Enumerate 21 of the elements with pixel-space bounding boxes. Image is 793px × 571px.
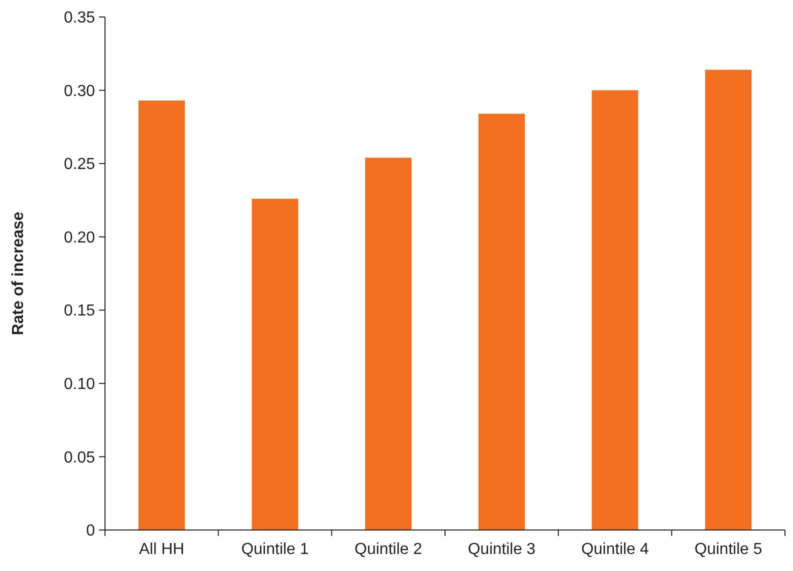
bar — [592, 90, 638, 530]
x-tick-label: All HH — [138, 541, 184, 558]
x-tick-label: Quintile 3 — [468, 541, 536, 558]
y-tick-label: 0.25 — [64, 156, 96, 174]
bar — [705, 70, 752, 530]
y-tick-label: 0.15 — [64, 302, 96, 320]
bar — [252, 198, 298, 530]
bar — [365, 158, 412, 530]
bar — [478, 114, 525, 530]
y-tick-label: 0.35 — [64, 10, 96, 27]
bar — [138, 100, 185, 530]
x-tick-label: Quintile 4 — [581, 541, 649, 558]
x-tick-label: Quintile 1 — [241, 541, 309, 558]
y-tick-label: 0.20 — [64, 229, 96, 246]
y-tick-label: 0.30 — [64, 82, 96, 100]
y-tick-label: 0.05 — [64, 449, 96, 466]
y-tick-label: 0.10 — [64, 376, 96, 394]
y-tick-label: 0 — [86, 522, 96, 540]
x-tick-label: Quintile 5 — [694, 541, 762, 558]
x-tick-label: Quintile 2 — [354, 541, 422, 558]
y-axis-title: Rate of increase — [10, 212, 27, 336]
